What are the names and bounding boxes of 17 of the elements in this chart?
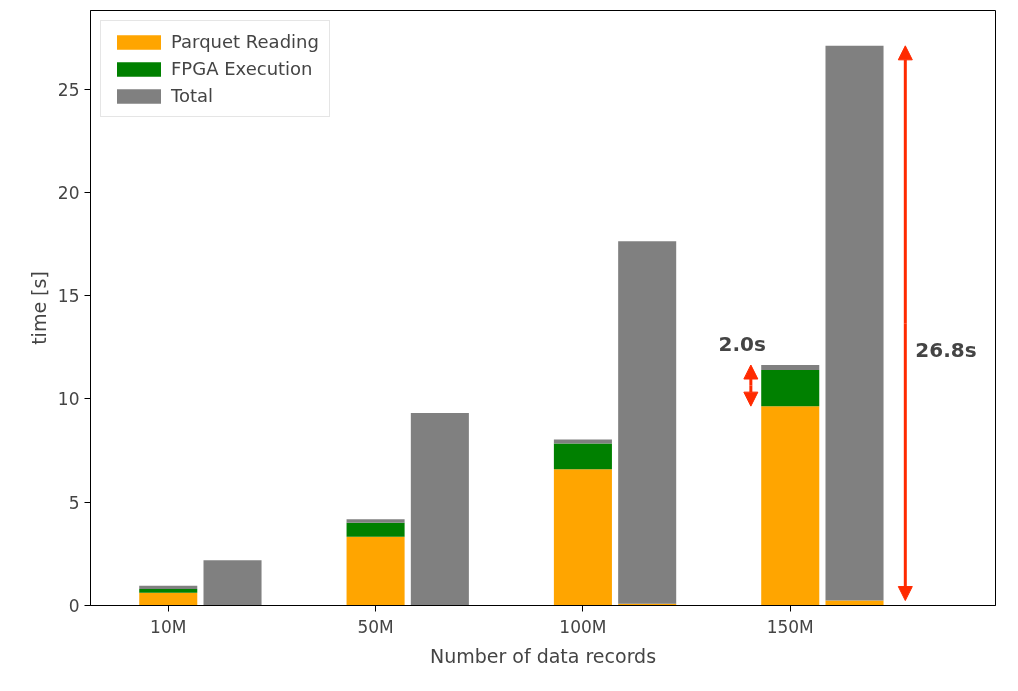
y-tick-label: 0	[68, 596, 80, 616]
x-tick-label: 50M	[357, 616, 394, 637]
y-tick-label: 20	[57, 182, 80, 203]
annotation: 26.8s	[915, 338, 977, 363]
legend-label: Parquet Reading	[171, 31, 319, 52]
legend-label: Total	[171, 85, 214, 106]
legend-label: FPGA Execution	[171, 58, 313, 79]
y-tick-label: 10	[57, 389, 80, 410]
y-tick-label: 15	[57, 286, 80, 307]
y-tick-label: 5	[68, 492, 80, 513]
annotation: 2.0s	[718, 331, 766, 356]
x-tick-label: 150M	[766, 616, 814, 637]
x-tick-label: 10M	[150, 616, 187, 637]
y-axis-title: time [s]	[27, 271, 50, 345]
x-tick-label: 100M	[559, 616, 607, 637]
y-tick-label: 25	[57, 79, 80, 100]
x-axis-title: Number of data records	[429, 644, 657, 667]
